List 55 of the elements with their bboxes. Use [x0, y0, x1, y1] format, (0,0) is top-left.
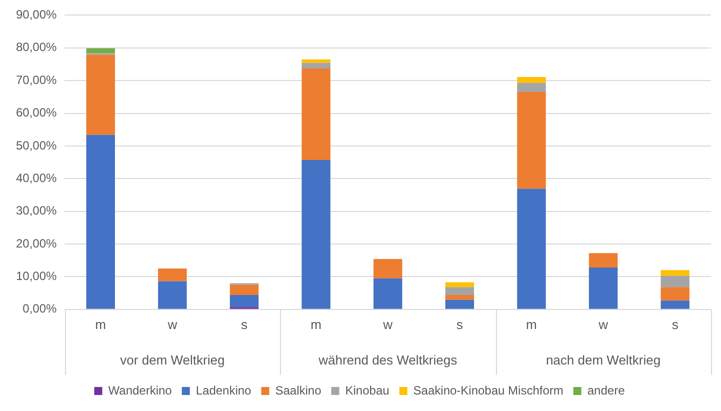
bar [660, 287, 690, 301]
bar [660, 270, 690, 276]
text: nach dem Weltkrieg [546, 352, 661, 368]
x-tick-label: w [166, 316, 178, 332]
y-tick-label: 60,00% [16, 106, 58, 120]
y-tick-label: 70,00% [16, 72, 58, 87]
legend-label: Saakino-Kinobau Mischform [413, 383, 564, 398]
text: während des Weltkriegs [318, 352, 458, 368]
x-tick-label: m [526, 316, 537, 332]
y-tick-label: 20,00% [16, 236, 58, 250]
bar [588, 268, 618, 309]
bar [158, 281, 187, 309]
bar [660, 276, 690, 288]
legend-label: Saalkino [275, 383, 322, 398]
bar [373, 278, 402, 309]
x-tick-label: m [310, 316, 322, 332]
x-tick-label: s [240, 316, 248, 332]
y-tick-label: 10,00% [16, 269, 58, 284]
legend-label: Wanderkino [108, 383, 172, 398]
bar [86, 48, 115, 54]
y-tick-label: 40,00% [16, 170, 58, 185]
bar [517, 76, 546, 83]
bar [302, 62, 330, 68]
bar [445, 300, 474, 309]
bar [445, 295, 474, 300]
legend-label: Ladenkino [196, 383, 252, 398]
text: vor dem Weltkrieg [120, 352, 225, 368]
bar [86, 134, 115, 309]
x-tick-label: m [95, 316, 106, 332]
y-tick-label: 90,00% [16, 8, 58, 22]
x-tick-label: w [598, 316, 609, 332]
bar [302, 59, 330, 63]
x-tick-label: s [672, 316, 679, 332]
bar [302, 68, 330, 160]
bar [517, 188, 546, 309]
bar [373, 259, 402, 278]
x-tick-label: s [456, 316, 464, 332]
bar [517, 92, 546, 189]
bar [517, 82, 546, 92]
y-tick-label: 0,00% [22, 302, 58, 316]
legend-label: andere [587, 383, 626, 398]
y-tick-label: 30,00% [16, 204, 58, 218]
legend-label: Kinobau [345, 383, 390, 398]
x-tick-label: w [382, 316, 394, 332]
y-tick-label: 50,00% [16, 138, 58, 152]
bar [588, 253, 618, 268]
bar [302, 160, 330, 309]
bar [86, 54, 115, 135]
bar [230, 295, 259, 308]
y-tick-label: 80,00% [16, 40, 58, 54]
bar [660, 300, 690, 309]
bar [445, 282, 474, 288]
bar [158, 268, 187, 282]
bar [230, 284, 259, 296]
bar [445, 287, 474, 296]
